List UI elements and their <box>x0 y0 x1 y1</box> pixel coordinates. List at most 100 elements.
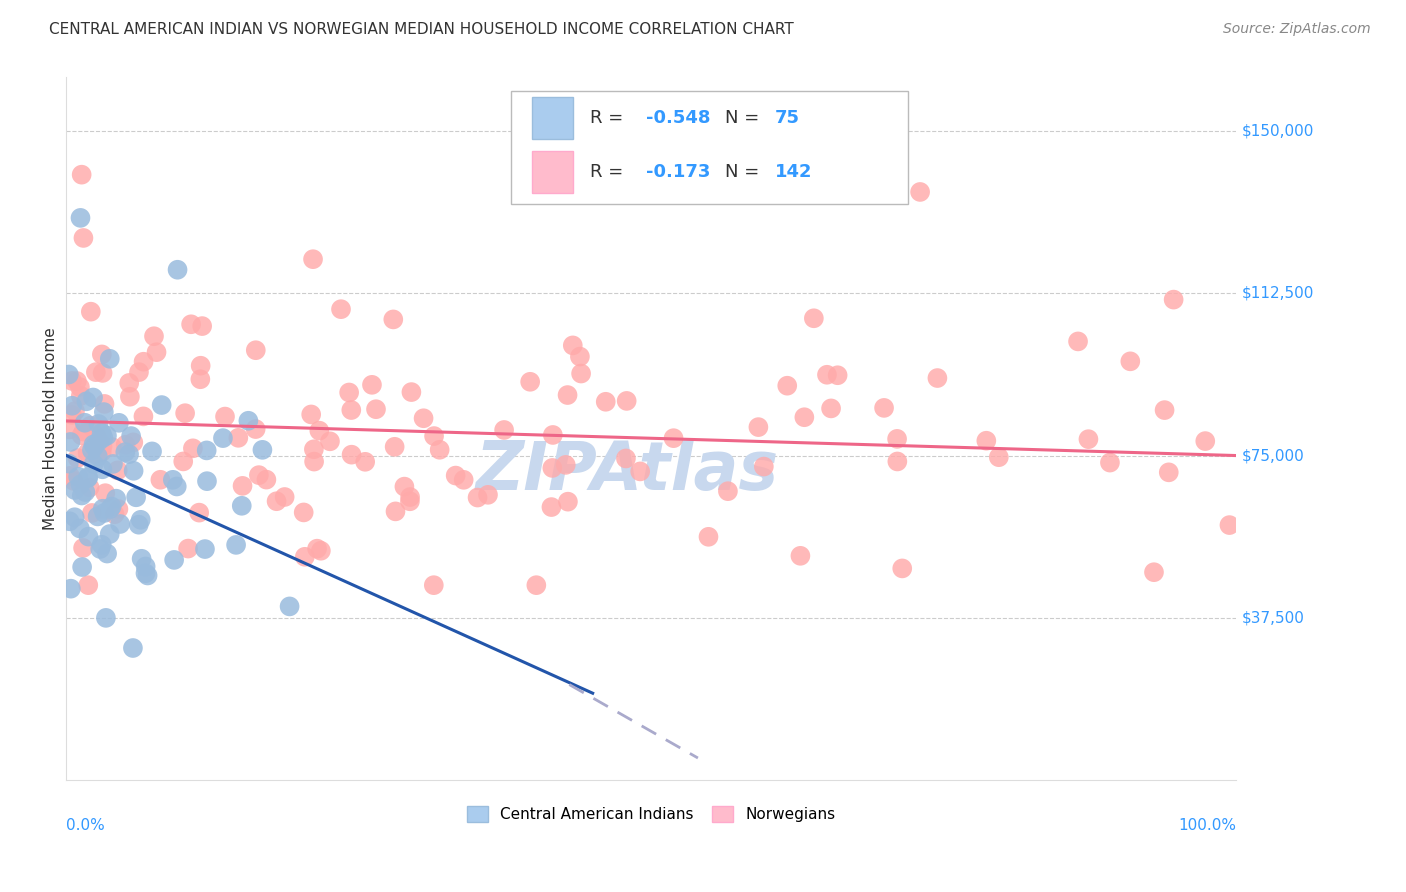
Point <box>89 434 111 449</box>
Point <box>717 484 740 499</box>
Point <box>278 599 301 614</box>
Text: $37,500: $37,500 <box>1241 610 1305 625</box>
Point <box>105 491 128 506</box>
Point <box>101 457 124 471</box>
Point <box>94 611 117 625</box>
Point <box>214 409 236 424</box>
Point <box>93 506 115 520</box>
Point <box>91 462 114 476</box>
Point <box>77 471 100 485</box>
Point <box>1153 403 1175 417</box>
Point <box>172 454 194 468</box>
Point <box>697 530 720 544</box>
Point <box>63 404 86 418</box>
Point <box>69 380 91 394</box>
Point <box>793 410 815 425</box>
Point <box>122 464 145 478</box>
Text: R =: R = <box>591 163 630 181</box>
Point <box>100 500 122 514</box>
Point <box>628 464 651 478</box>
Point <box>83 440 105 454</box>
Point <box>302 454 325 468</box>
Point <box>266 494 288 508</box>
Point <box>91 366 114 380</box>
Point <box>308 424 330 438</box>
Point <box>118 447 141 461</box>
Point <box>228 431 250 445</box>
Point <box>477 488 499 502</box>
Point <box>245 422 267 436</box>
Text: R =: R = <box>591 109 630 128</box>
Text: -0.173: -0.173 <box>647 163 711 181</box>
Point <box>340 448 363 462</box>
Point <box>568 350 591 364</box>
Point <box>59 468 82 483</box>
Point <box>70 428 93 442</box>
Y-axis label: Median Household Income: Median Household Income <box>44 327 58 530</box>
Point <box>82 391 104 405</box>
Point <box>87 434 110 448</box>
Point <box>132 355 155 369</box>
Point <box>59 434 82 449</box>
Point <box>1067 334 1090 349</box>
Point <box>107 463 129 477</box>
Point <box>384 504 406 518</box>
Point <box>72 231 94 245</box>
Point <box>166 479 188 493</box>
Point <box>444 468 467 483</box>
Point <box>273 490 295 504</box>
Point <box>90 425 112 440</box>
Point <box>80 506 103 520</box>
Point <box>803 311 825 326</box>
Point <box>554 458 576 472</box>
Point <box>70 168 93 182</box>
Point <box>188 506 211 520</box>
Point <box>134 566 156 581</box>
Text: 0.0%: 0.0% <box>66 818 105 833</box>
Point <box>72 425 94 439</box>
Point <box>541 428 564 442</box>
Text: 142: 142 <box>775 163 813 181</box>
Point <box>789 549 811 563</box>
Point <box>69 211 91 225</box>
Point <box>60 408 83 422</box>
Point <box>93 405 115 419</box>
Point <box>540 500 562 514</box>
Point <box>429 442 451 457</box>
Point <box>150 398 173 412</box>
Point <box>245 343 267 358</box>
Point <box>58 457 80 471</box>
Point <box>98 502 121 516</box>
Text: $150,000: $150,000 <box>1241 124 1315 139</box>
Point <box>73 416 96 430</box>
Point <box>118 390 141 404</box>
Point <box>101 440 124 454</box>
Point <box>58 368 80 382</box>
Point <box>162 473 184 487</box>
Point <box>188 372 211 386</box>
Point <box>494 423 516 437</box>
Point <box>752 459 775 474</box>
Point <box>399 490 422 504</box>
Point <box>59 422 82 436</box>
Point <box>302 442 325 457</box>
Point <box>94 486 117 500</box>
Point <box>83 457 105 471</box>
Point <box>86 428 108 442</box>
Point <box>384 440 406 454</box>
Point <box>364 402 387 417</box>
Point <box>340 403 363 417</box>
Point <box>976 434 998 448</box>
Point <box>886 432 908 446</box>
Text: CENTRAL AMERICAN INDIAN VS NORWEGIAN MEDIAN HOUSEHOLD INCOME CORRELATION CHART: CENTRAL AMERICAN INDIAN VS NORWEGIAN MED… <box>49 22 794 37</box>
Point <box>330 302 353 317</box>
Point <box>908 185 931 199</box>
Point <box>86 509 108 524</box>
Point <box>63 510 86 524</box>
Point <box>225 538 247 552</box>
Point <box>382 312 405 326</box>
Point <box>70 560 93 574</box>
Point <box>190 359 212 373</box>
Point <box>67 469 90 483</box>
Point <box>63 483 86 497</box>
